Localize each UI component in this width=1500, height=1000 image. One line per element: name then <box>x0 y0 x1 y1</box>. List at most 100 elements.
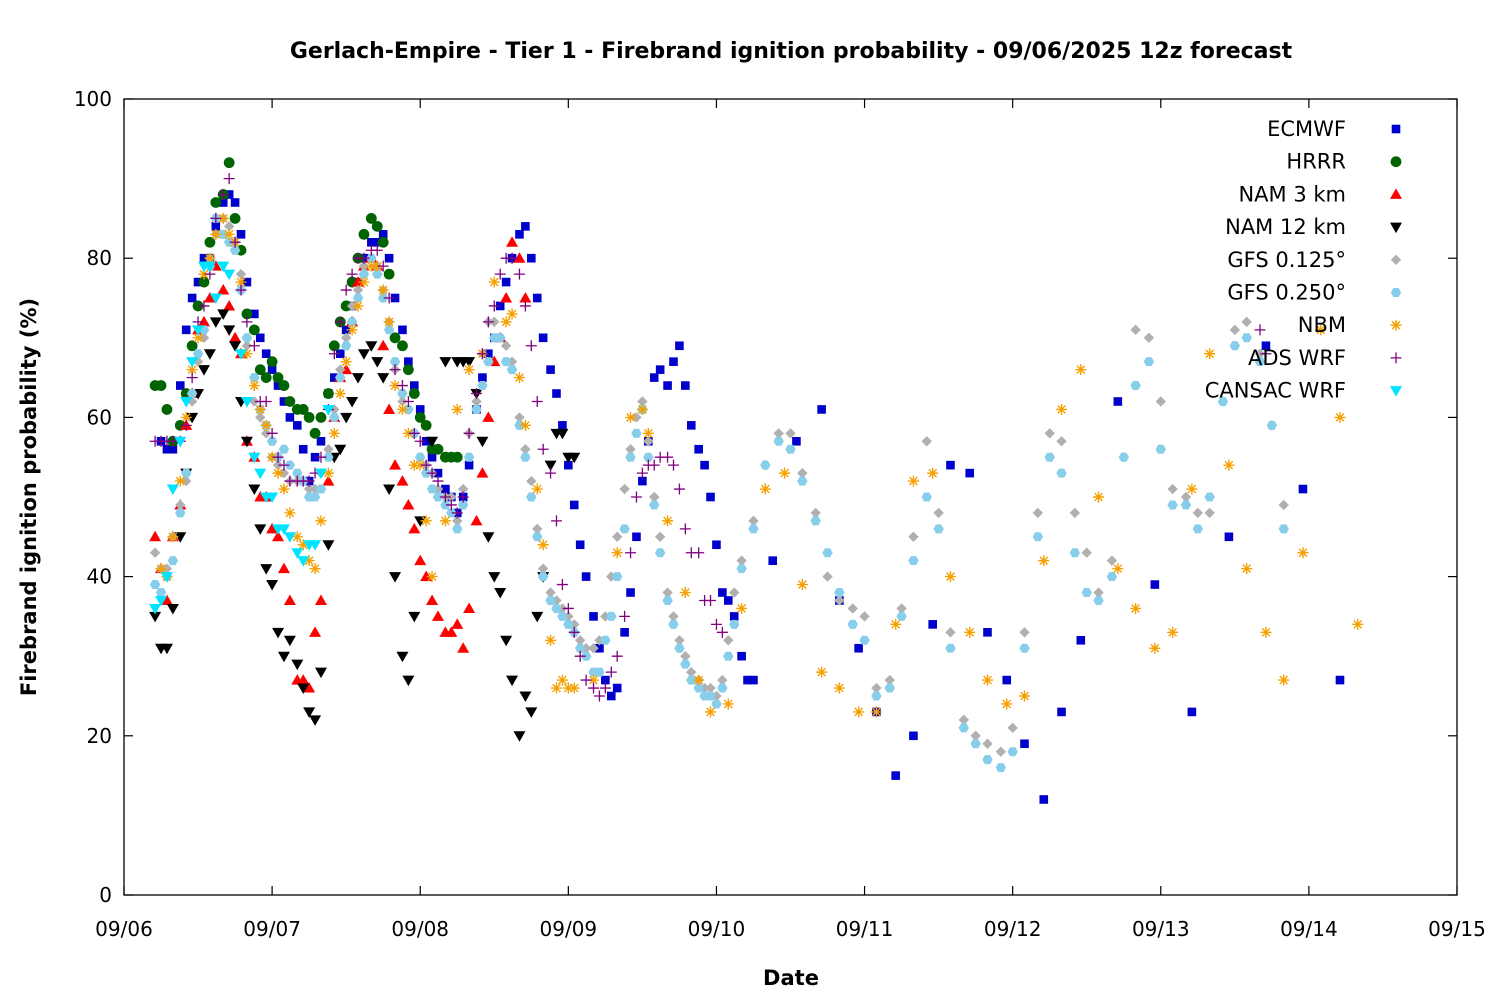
data-point <box>871 682 882 694</box>
data-point <box>250 309 259 319</box>
x-tick-label: 09/06 <box>95 917 153 941</box>
data-points <box>149 157 1364 804</box>
data-point <box>426 484 438 494</box>
data-point <box>1001 698 1013 710</box>
data-point <box>563 619 574 629</box>
data-point <box>500 316 512 328</box>
data-point <box>891 771 900 780</box>
data-point <box>551 603 562 613</box>
data-point <box>340 332 352 343</box>
data-point <box>218 229 229 239</box>
data-point <box>711 699 722 709</box>
data-point <box>796 579 808 591</box>
data-point <box>816 666 828 678</box>
data-point <box>432 492 444 502</box>
data-point <box>478 373 487 382</box>
data-point <box>1155 444 1166 454</box>
data-point <box>1093 595 1104 605</box>
data-point <box>545 595 556 605</box>
data-point <box>198 276 210 288</box>
data-point <box>1081 547 1092 558</box>
data-point <box>983 628 992 637</box>
data-point <box>254 524 267 535</box>
data-point <box>223 228 235 240</box>
data-point <box>1278 674 1290 686</box>
data-point <box>241 348 253 360</box>
data-point <box>1229 341 1241 351</box>
data-point <box>643 436 654 447</box>
data-point <box>797 467 808 479</box>
data-point <box>667 459 679 471</box>
data-point <box>564 460 573 470</box>
data-point <box>625 411 637 423</box>
data-point <box>945 627 956 638</box>
data-point <box>229 213 241 224</box>
data-point <box>537 563 549 574</box>
data-point <box>884 674 895 686</box>
series-8 <box>149 261 335 615</box>
data-point <box>488 300 500 312</box>
data-point <box>693 547 705 559</box>
data-point <box>402 498 415 510</box>
data-point <box>371 244 383 256</box>
data-point <box>785 444 796 454</box>
data-point <box>452 524 463 534</box>
data-point <box>546 365 555 374</box>
data-point <box>909 731 918 741</box>
data-point <box>476 467 489 478</box>
data-point <box>197 365 210 376</box>
data-point <box>562 682 574 694</box>
data-point <box>513 731 526 742</box>
data-point <box>365 260 377 272</box>
data-point <box>166 603 179 615</box>
data-point <box>223 269 236 281</box>
data-point <box>340 341 352 351</box>
data-point <box>580 674 592 686</box>
data-point <box>266 451 278 463</box>
data-point <box>175 508 186 518</box>
data-point <box>506 308 518 320</box>
data-point <box>277 651 290 663</box>
data-point <box>594 667 605 677</box>
data-point <box>451 451 463 463</box>
data-point <box>149 580 161 590</box>
data-point <box>298 444 308 454</box>
data-point <box>1192 524 1204 534</box>
data-point <box>267 365 277 374</box>
data-point <box>352 284 364 296</box>
data-point <box>681 381 690 390</box>
data-point <box>431 610 444 621</box>
data-point <box>162 444 172 454</box>
data-point <box>705 691 716 701</box>
data-point <box>759 483 771 495</box>
data-point <box>470 514 483 526</box>
y-tick-label: 60 <box>87 405 112 429</box>
legend-marker <box>1390 319 1402 331</box>
x-tick-label: 09/13 <box>1132 917 1190 941</box>
data-point <box>588 682 600 694</box>
data-point <box>686 666 697 678</box>
data-point <box>266 492 279 503</box>
data-point <box>203 349 216 360</box>
data-point <box>346 324 358 336</box>
data-point <box>371 260 383 272</box>
data-point <box>199 253 209 263</box>
data-point <box>1019 643 1030 653</box>
data-point <box>446 508 457 518</box>
data-point <box>248 452 261 464</box>
legend-marker <box>1390 386 1402 397</box>
data-point <box>643 452 654 462</box>
data-point <box>500 292 513 303</box>
data-point <box>445 626 458 637</box>
data-point <box>575 540 585 550</box>
data-point <box>303 707 316 718</box>
chart-title: Gerlach-Empire - Tier 1 - Firebrand igni… <box>290 39 1293 64</box>
data-point <box>649 500 660 510</box>
data-point <box>896 611 907 621</box>
y-axis-label: Firebrand ignition probability (%) <box>17 298 41 696</box>
data-point <box>1069 548 1081 558</box>
data-point <box>1334 411 1346 423</box>
data-point <box>223 237 235 247</box>
data-point <box>736 602 748 614</box>
